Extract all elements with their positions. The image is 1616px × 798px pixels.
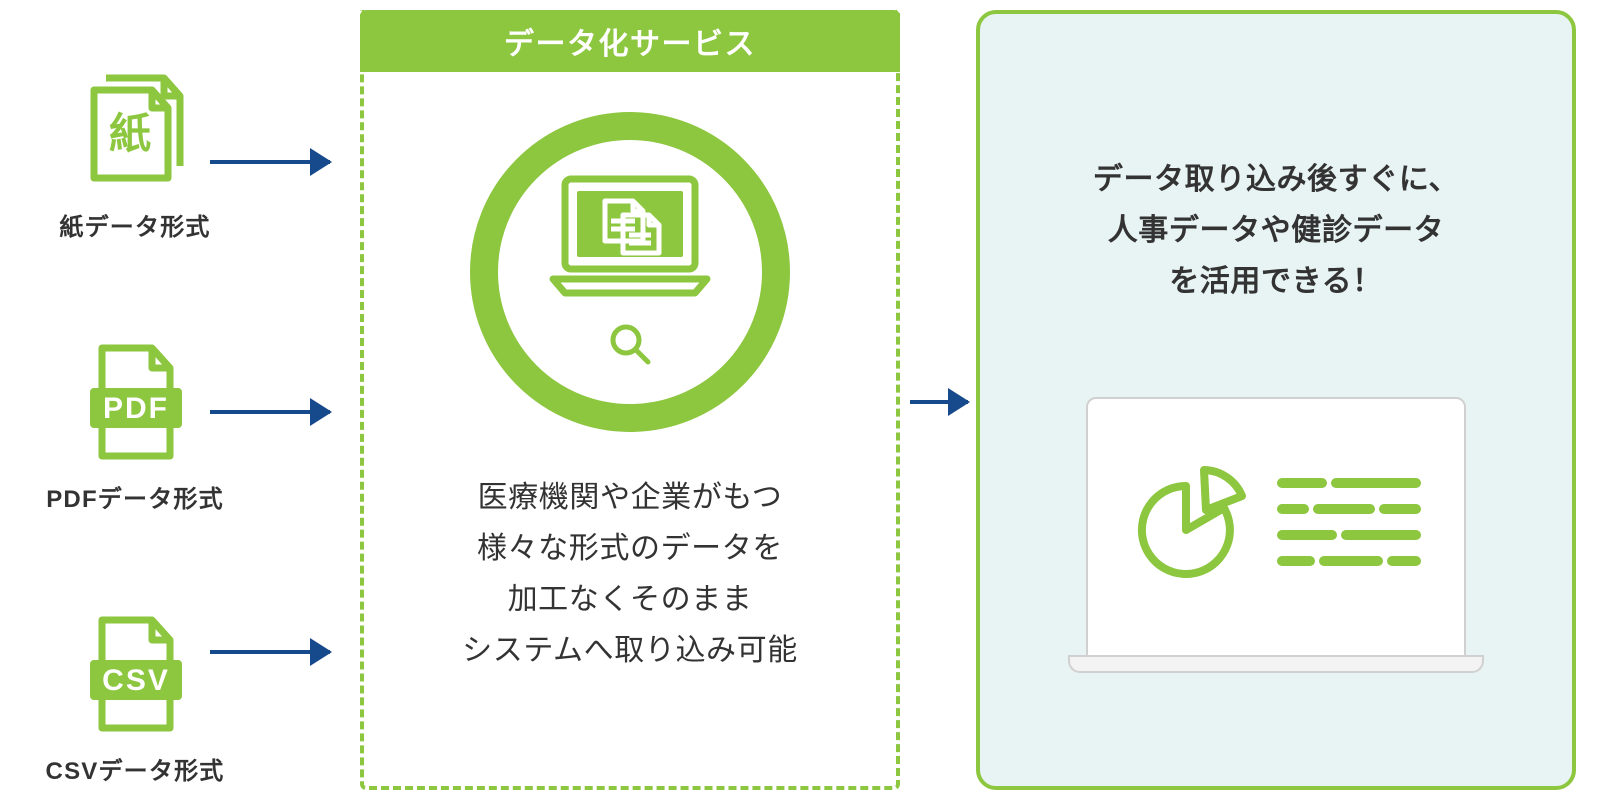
service-panel: データ化サービス [360, 10, 900, 790]
arrow-icon [210, 410, 330, 414]
input-label-paper: 紙データ形式 [59, 207, 210, 242]
input-label-pdf: PDFデータ形式 [46, 479, 224, 514]
paper-doc-icon: 紙 [80, 70, 190, 195]
laptop-docs-icon [545, 171, 715, 306]
input-item-csv: CSV CSVデータ形式 [50, 614, 220, 786]
service-description: 医療機関や企業がもつ 様々な形式のデータを 加工なくそのまま システムへ取り込み… [462, 472, 798, 676]
result-line: を活用できる！ [1169, 265, 1383, 298]
input-item-pdf: PDF PDFデータ形式 [50, 342, 220, 514]
pdf-badge-text: PDF [103, 392, 169, 425]
result-description: データ取り込み後すぐに、 人事データや健診データ を活用できる！ [1093, 154, 1459, 307]
result-laptop [1086, 397, 1466, 657]
input-item-paper: 紙 紙データ形式 [50, 70, 220, 242]
service-circle [470, 112, 790, 432]
laptop-base [1068, 655, 1484, 673]
result-panel: データ取り込み後すぐに、 人事データや健診データ を活用できる！ [976, 10, 1576, 790]
service-title: データ化サービス [360, 10, 900, 72]
result-line: データ取り込み後すぐに、 [1093, 163, 1459, 196]
service-desc-line: 医療機関や企業がもつ [478, 481, 783, 514]
arrow-icon [210, 650, 330, 654]
pdf-file-icon: PDF [80, 342, 190, 467]
service-desc-line: 加工なくそのまま [508, 583, 753, 616]
input-formats: 紙 紙データ形式 PDF PDFデータ形式 [50, 70, 220, 786]
csv-file-icon: CSV [80, 614, 190, 739]
pie-chart-icon [1128, 460, 1258, 595]
service-desc-line: システムへ取り込み可能 [462, 634, 798, 667]
service-desc-line: 様々な形式のデータを [477, 532, 783, 565]
paper-badge-text: 紙 [109, 110, 151, 157]
magnifier-icon [606, 320, 654, 373]
input-label-csv: CSVデータ形式 [46, 751, 225, 786]
data-lines-icon [1274, 465, 1424, 590]
arrow-icon [210, 160, 330, 164]
arrow-icon [910, 400, 968, 404]
csv-badge-text: CSV [102, 664, 170, 697]
result-line: 人事データや健診データ [1108, 214, 1445, 247]
